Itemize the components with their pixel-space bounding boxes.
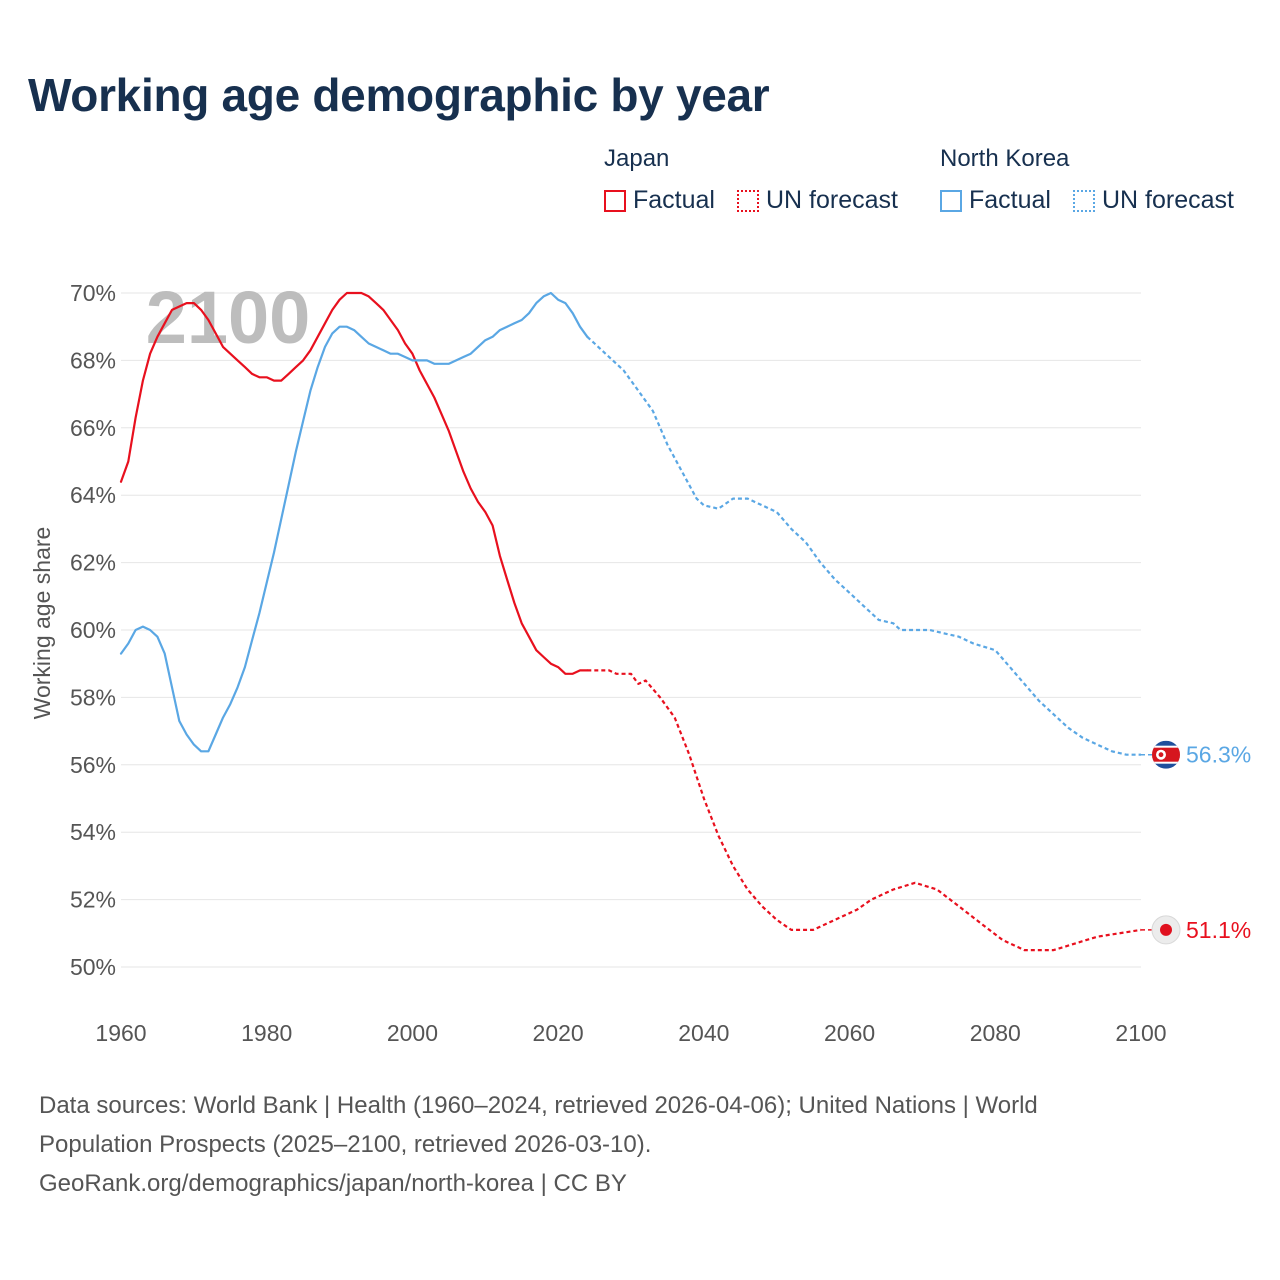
y-tick-label: 62%	[70, 550, 116, 576]
japan-end-value-label: 51.1%	[1186, 917, 1251, 943]
y-tick-label: 58%	[70, 684, 116, 710]
x-tick-label: 2080	[970, 1020, 1021, 1046]
japan-factual-line[interactable]	[119, 291, 589, 675]
legend-japan-forecast[interactable]: UN forecast	[737, 186, 898, 215]
series-end-markers: 51.1% 56.3%	[1141, 740, 1251, 945]
line-chart: 2100 50% 52% 54% 56% 58% 60% 62% 64% 66% 68% 70% 1…	[29, 276, 1251, 1046]
north-korea-flag-icon	[1152, 740, 1180, 769]
legend-north-korea-forecast[interactable]: UN forecast	[1073, 186, 1234, 215]
legend-label: UN forecast	[1102, 186, 1234, 214]
series-lines[interactable]	[119, 291, 1142, 952]
japan-flag-icon	[1151, 915, 1181, 945]
legend-label: UN forecast	[766, 186, 898, 214]
legend-swatch-dotted	[737, 189, 759, 212]
x-tick-label: 1980	[241, 1020, 292, 1046]
y-tick-label: 64%	[70, 482, 116, 508]
legend-japan-factual[interactable]: Factual	[604, 186, 715, 215]
source-line-3[interactable]: GeoRank.org/demographics/japan/north-kor…	[39, 1170, 627, 1197]
x-tick-label: 2100	[1115, 1020, 1166, 1046]
north-korea-factual-line[interactable]	[119, 291, 589, 753]
y-tick-label: 56%	[70, 752, 116, 778]
chart-title: Working age demographic by year	[28, 69, 770, 121]
x-tick-label: 1960	[95, 1020, 146, 1046]
source-note: Data sources: World Bank | Health (1960–…	[39, 1086, 1189, 1203]
y-tick-label: 52%	[70, 887, 116, 913]
year-watermark: 2100	[146, 276, 311, 359]
y-tick-label: 60%	[70, 617, 116, 643]
source-line-1: Data sources: World Bank | Health (1960–…	[39, 1092, 1038, 1119]
legend-swatch-solid	[940, 189, 962, 212]
legend-label: Factual	[969, 186, 1051, 214]
legend-swatch-dotted	[1073, 189, 1095, 212]
x-tick-label: 2060	[824, 1020, 875, 1046]
y-axis-label: Working age share	[29, 527, 55, 720]
legend-swatch-solid	[604, 189, 626, 212]
legend-title-japan: Japan	[604, 145, 670, 172]
legend-label: Factual	[633, 186, 715, 214]
north-korea-forecast-line[interactable]	[586, 335, 1141, 756]
north-korea-end-value-label: 56.3%	[1186, 742, 1251, 768]
y-tick-label: 66%	[70, 415, 116, 441]
japan-forecast-line[interactable]	[587, 669, 1142, 952]
x-tick-label: 2040	[678, 1020, 729, 1046]
y-tick-label: 54%	[70, 819, 116, 845]
x-tick-label: 2020	[533, 1020, 584, 1046]
source-line-2: Population Prospects (2025–2100, retriev…	[39, 1131, 652, 1158]
grid-lines	[121, 292, 1141, 968]
y-tick-label: 50%	[70, 954, 116, 980]
y-tick-label: 68%	[70, 347, 116, 373]
y-axis-ticks: 50% 52% 54% 56% 58% 60% 62% 64% 66% 68% 70%	[70, 280, 116, 980]
legend-title-north-korea: North Korea	[940, 145, 1070, 172]
x-axis-ticks: 1960 1980 2000 2020 2040 2060 2080 2100	[95, 1020, 1166, 1046]
x-tick-label: 2000	[387, 1020, 438, 1046]
y-tick-label: 70%	[70, 280, 116, 306]
legend-north-korea-factual[interactable]: Factual	[940, 186, 1051, 215]
